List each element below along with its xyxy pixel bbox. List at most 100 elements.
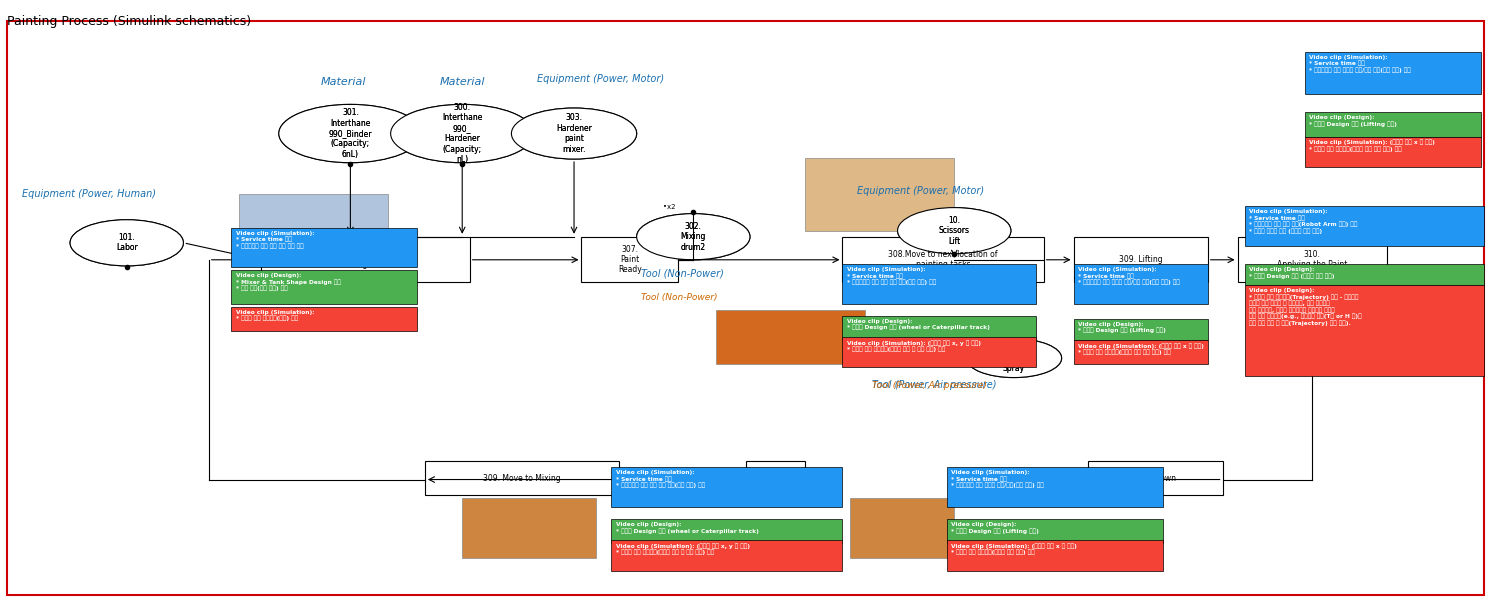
Circle shape <box>391 104 534 163</box>
Text: Material: Material <box>321 77 367 87</box>
FancyBboxPatch shape <box>425 461 619 495</box>
Text: Video clip (Simulation): (시간에 따른 x, y 값 변화)
* 시간에 따른 작업동작(바퀴의 이동 및 이동 방향) 유주: Video clip (Simulation): (시간에 따른 x, y 값 … <box>847 340 981 352</box>
FancyBboxPatch shape <box>716 310 865 364</box>
Text: 321: 321 <box>768 473 783 483</box>
Text: Video clip (Simulation):
* Service time 지정
* 작업시간에 따른 믹싱 모터 종류 유주: Video clip (Simulation): * Service time … <box>236 231 315 249</box>
Text: 302.
Mixing
drum2: 302. Mixing drum2 <box>680 222 707 252</box>
FancyBboxPatch shape <box>1088 461 1223 495</box>
FancyBboxPatch shape <box>850 498 954 558</box>
Text: Tool (Power, Air pressure): Tool (Power, Air pressure) <box>872 381 997 390</box>
Circle shape <box>511 108 637 159</box>
Text: 307.
Paint
Ready: 307. Paint Ready <box>619 245 641 274</box>
Text: Video clip (Design):
* 하부체 Design 유주 (wheel or Caterpillar track): Video clip (Design): * 하부체 Design 유주 (wh… <box>616 522 759 534</box>
Text: Video clip (Simulation):
* Service time 지정
* 작업시간에 따른 리프트 상승/하강 사양(도마 종류) 유주: Video clip (Simulation): * Service time … <box>1078 267 1179 285</box>
Text: Painting Process (Simulink schematics): Painting Process (Simulink schematics) <box>7 15 252 28</box>
Circle shape <box>966 339 1062 378</box>
Text: 303.
Hardener
paint
mixer.: 303. Hardener paint mixer. <box>556 114 592 154</box>
Text: 10.
Scissors
Lift: 10. Scissors Lift <box>939 215 969 246</box>
Text: Video clip (Simulation):
* 시간에 따른 작업동작(모터) 유주: Video clip (Simulation): * 시간에 따른 작업동작(모… <box>236 310 315 321</box>
Text: 301.
Interthane
990_Binder
(Capacity;
6nL): 301. Interthane 990_Binder (Capacity; 6n… <box>328 108 373 159</box>
Circle shape <box>966 339 1062 378</box>
Text: 101.
Labor: 101. Labor <box>116 233 137 253</box>
Text: Video clip (Design):
* Mixer & Tank Shape Design 유주
* 작업 사양(모터 종류) 유주: Video clip (Design): * Mixer & Tank Shap… <box>236 273 340 291</box>
FancyBboxPatch shape <box>947 540 1163 571</box>
FancyBboxPatch shape <box>1074 264 1208 304</box>
FancyBboxPatch shape <box>842 316 1036 340</box>
Text: Video clip (Simulation): (시간에 따른 x, y 값 변화)
* 시간에 따른 작업동작(바퀴의 이동 및 이동 방향) 유주: Video clip (Simulation): (시간에 따른 x, y 값 … <box>616 543 750 555</box>
FancyBboxPatch shape <box>1305 112 1481 137</box>
FancyBboxPatch shape <box>1245 206 1484 246</box>
FancyBboxPatch shape <box>261 237 470 282</box>
Text: Equipment (Power, Motor): Equipment (Power, Motor) <box>537 74 663 84</box>
FancyBboxPatch shape <box>947 519 1163 543</box>
Text: Video clip (Simulation):
* Service time 지정
* 작업시간에 따른 로봇 사양(Robot Arm 종류) 유주
* 작: Video clip (Simulation): * Service time … <box>1249 209 1358 234</box>
Text: 309. Down: 309. Down <box>1135 473 1176 483</box>
Text: Video clip (Design):
* 하부체 Design 유주 (연잎자 판의 기능): Video clip (Design): * 하부체 Design 유주 (연잎… <box>1249 267 1334 279</box>
Circle shape <box>511 108 637 159</box>
Text: Material: Material <box>440 77 486 87</box>
FancyBboxPatch shape <box>611 467 842 507</box>
FancyBboxPatch shape <box>805 158 954 231</box>
Text: Video clip (Design):
* 하부체 Design 유주 (Lifting 기능): Video clip (Design): * 하부체 Design 유주 (Li… <box>951 522 1039 534</box>
FancyBboxPatch shape <box>842 237 1044 282</box>
Text: Video clip (Simulation):
* Service time 지정
* 작업시간에 따른 바퀴 구동 사양(모터 종류) 유주: Video clip (Simulation): * Service time … <box>847 267 936 285</box>
Text: 10.
Scissors
Lift: 10. Scissors Lift <box>939 215 969 246</box>
Text: 302.
Mixing
drum2: 302. Mixing drum2 <box>680 222 707 252</box>
Text: 303.
Hardener
paint
mixer.: 303. Hardener paint mixer. <box>556 114 592 154</box>
Text: 309.
Airless
Spray: 309. Airless Spray <box>1000 343 1027 373</box>
Circle shape <box>637 214 750 260</box>
Text: Video clip (Design):
* 시간에 따른 작업동작(Trajectory) 유주 - 작업자의
다양한 작업 동작을 수 있으므로, 개발 동: Video clip (Design): * 시간에 따른 작업동작(Traje… <box>1249 288 1363 326</box>
FancyBboxPatch shape <box>611 519 842 543</box>
Text: 306.
Mixing Paint: 306. Mixing Paint <box>341 250 389 269</box>
Text: 309.
Airless
Spray: 309. Airless Spray <box>1000 343 1027 373</box>
FancyBboxPatch shape <box>1074 340 1208 364</box>
Text: Tool (Non-Power): Tool (Non-Power) <box>641 268 725 278</box>
Text: Equipment (Power, Motor): Equipment (Power, Motor) <box>857 186 984 196</box>
Circle shape <box>70 220 183 266</box>
FancyBboxPatch shape <box>462 498 596 558</box>
FancyBboxPatch shape <box>611 540 842 571</box>
Circle shape <box>391 104 534 163</box>
Text: Video clip (Design):
* 하부체 Design 유주 (Lifting 기능): Video clip (Design): * 하부체 Design 유주 (Li… <box>1309 115 1397 127</box>
FancyBboxPatch shape <box>1074 237 1208 282</box>
Text: 300.
Interthane
990_
Hardener
(Capacity;
nL): 300. Interthane 990_ Hardener (Capacity;… <box>441 103 483 164</box>
Circle shape <box>279 104 422 163</box>
Circle shape <box>898 208 1011 254</box>
Text: Video clip (Simulation): (시간에 따른 x 값 변화)
* 시간에 따른 작업동작(리프트 상승 이동 방향) 유주: Video clip (Simulation): (시간에 따른 x 값 변화)… <box>1078 343 1203 355</box>
Text: Video clip (Design):
* 하부체 Design 유주 (wheel or Caterpillar track): Video clip (Design): * 하부체 Design 유주 (wh… <box>847 319 990 330</box>
FancyBboxPatch shape <box>1238 237 1387 282</box>
FancyBboxPatch shape <box>231 270 417 304</box>
Text: 309. Lifting: 309. Lifting <box>1118 255 1163 264</box>
FancyBboxPatch shape <box>1245 285 1484 376</box>
Text: Video clip (Simulation): (시간에 따른 x 값 변화)
* 시간에 따른 작업동작(리프트 상승 이동 방향) 유주: Video clip (Simulation): (시간에 따른 x 값 변화)… <box>1309 140 1434 152</box>
Text: Tool (Power, Air pressure): Tool (Power, Air pressure) <box>872 381 987 390</box>
Text: 310.
Applying the Paint: 310. Applying the Paint <box>1276 250 1348 269</box>
Text: 300.
Interthane
990_
Hardener
(Capacity;
nL): 300. Interthane 990_ Hardener (Capacity;… <box>441 103 483 164</box>
Circle shape <box>279 104 422 163</box>
FancyBboxPatch shape <box>1074 319 1208 340</box>
Circle shape <box>70 220 183 266</box>
Text: Video clip (Simulation): (시간에 따른 x 값 변화)
* 시간에 따른 작업동작(리프트 이동 방향) 유주: Video clip (Simulation): (시간에 따른 x 값 변화)… <box>951 543 1077 555</box>
Text: Video clip (Simulation):
* Service time 지정
* 작업시간에 따른 리프트 상승/하강(모터 종류) 유주: Video clip (Simulation): * Service time … <box>951 470 1044 489</box>
FancyBboxPatch shape <box>1305 52 1481 94</box>
FancyBboxPatch shape <box>231 228 417 267</box>
FancyBboxPatch shape <box>842 264 1036 304</box>
FancyBboxPatch shape <box>1305 137 1481 167</box>
Text: 101.
Labor: 101. Labor <box>116 233 137 253</box>
FancyBboxPatch shape <box>842 337 1036 367</box>
FancyBboxPatch shape <box>581 237 678 282</box>
Text: •x2: •x2 <box>663 205 675 211</box>
Text: Equipment (Power, Human): Equipment (Power, Human) <box>22 189 157 199</box>
FancyBboxPatch shape <box>947 467 1163 507</box>
FancyBboxPatch shape <box>746 461 805 495</box>
FancyBboxPatch shape <box>231 307 417 331</box>
FancyBboxPatch shape <box>239 194 388 249</box>
Circle shape <box>637 214 750 260</box>
Text: Tool (Non-Power): Tool (Non-Power) <box>641 293 717 302</box>
Text: Video clip (Simulation):
* Service time 지정
* 작업시간에 따른 바퀴 구동 사양(모터 종류) 유주: Video clip (Simulation): * Service time … <box>616 470 705 489</box>
Text: 308.Move to next location of
painting tasks: 308.Move to next location of painting ta… <box>889 250 997 269</box>
Text: 309. Move to Mixing: 309. Move to Mixing <box>483 473 561 483</box>
Text: 301.
Interthane
990_Binder
(Capacity;
6nL): 301. Interthane 990_Binder (Capacity; 6n… <box>328 108 373 159</box>
Circle shape <box>898 208 1011 254</box>
FancyBboxPatch shape <box>1245 264 1484 285</box>
